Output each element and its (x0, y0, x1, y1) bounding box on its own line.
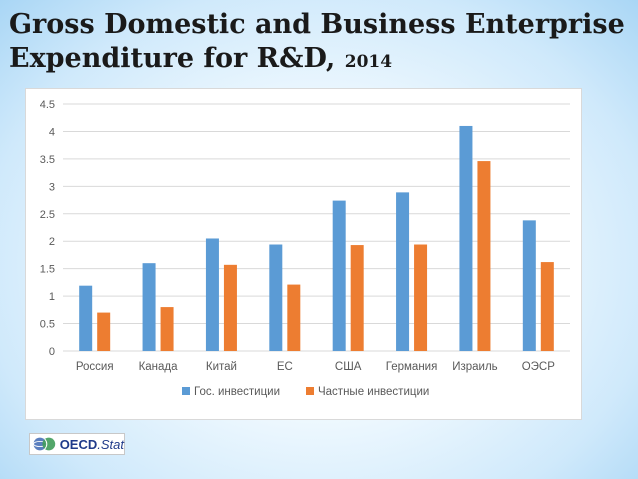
bar-gov (269, 244, 283, 351)
globe-icon (33, 437, 56, 451)
bar-private (160, 307, 174, 351)
y-tick-label: 4 (49, 126, 55, 138)
bar-private (97, 312, 111, 351)
logo-suffix: Stat (100, 436, 124, 452)
slide-title: Gross Domestic and Business Enterprise E… (9, 8, 629, 79)
legend-private-swatch (306, 387, 314, 395)
bar-private (477, 161, 491, 351)
bar-private (540, 262, 554, 351)
x-tick-label: Россия (76, 361, 114, 373)
x-tick-label: Германия (386, 361, 438, 373)
oecd-stat-logo: OECD. Stat (29, 433, 125, 455)
legend-private-label: Частные инвестиции (318, 386, 429, 398)
y-tick-label: 2.5 (40, 209, 55, 221)
bar-gov (332, 200, 346, 351)
title-line-2: Expenditure for R&D, (9, 43, 336, 74)
x-tick-label: Израиль (452, 361, 497, 373)
y-tick-label: 1 (49, 291, 55, 303)
bar-gov (79, 285, 93, 351)
y-tick-label: 1.5 (40, 264, 55, 276)
bar-gov (522, 220, 536, 351)
x-tick-label: ОЭСР (522, 361, 556, 373)
logo-dot: . (97, 436, 101, 452)
legend-gov-label: Гос. инвестиции (194, 386, 280, 398)
y-tick-label: 0 (49, 346, 55, 358)
chart-svg: 0 0.5 1 1.5 2 2.5 3 3.5 4 4.5 Россия Канада Китай ЕС С… (40, 99, 570, 398)
bar-private (223, 264, 237, 351)
bar-private (414, 244, 428, 351)
bar-private (287, 284, 301, 351)
title-year: 2014 (344, 52, 393, 72)
y-tick-label: 3.5 (40, 154, 55, 166)
y-tick-label: 0.5 (40, 319, 55, 331)
y-tick-label: 3 (49, 181, 55, 193)
bar-gov (205, 238, 219, 351)
bar-private (350, 245, 364, 351)
bar-gov (142, 263, 156, 351)
bar-chart: 0 0.5 1 1.5 2 2.5 3 3.5 4 4.5 Россия Канада Китай ЕС С… (25, 88, 582, 420)
x-tick-label: США (335, 361, 362, 373)
x-tick-label: Китай (206, 361, 237, 373)
y-tick-label: 2 (49, 236, 55, 248)
bar-gov (396, 192, 410, 351)
y-tick-label: 4.5 (40, 99, 55, 111)
x-tick-label: Канада (139, 361, 179, 373)
legend-gov-swatch (182, 387, 190, 395)
x-tick-label: ЕС (277, 361, 293, 373)
title-line-1: Gross Domestic and Business Enterprise (9, 9, 625, 40)
bar-gov (459, 125, 473, 351)
logo-brand: OECD (59, 436, 98, 452)
